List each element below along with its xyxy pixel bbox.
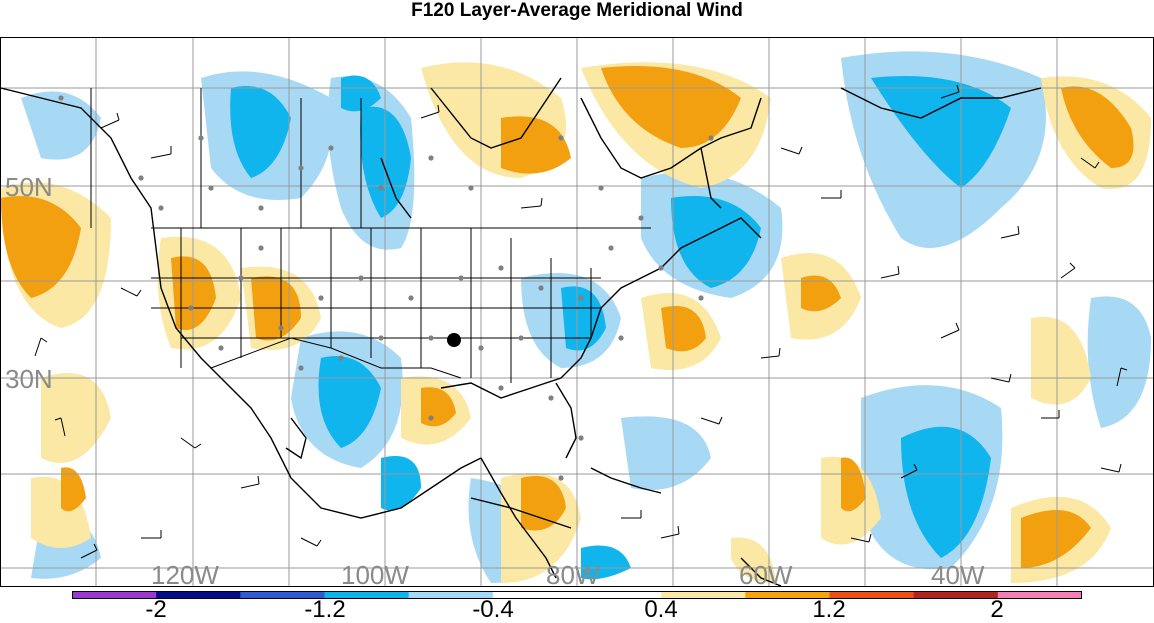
- colorbar-swatch: [997, 591, 1082, 599]
- lon-label-40w: 40W: [931, 560, 985, 586]
- wind-barbs: [34, 84, 1128, 559]
- colorbar-swatch: [324, 591, 410, 599]
- colorbar-label: -1.2: [304, 596, 346, 623]
- lon-label-80w: 80W: [546, 560, 600, 586]
- colorbar-labels: -2 -1.2 -0.4 0.4 1.2 2: [0, 597, 1154, 622]
- colorbar-swatch: [240, 591, 325, 599]
- map-title: F120 Layer-Average Meridional Wind: [411, 0, 743, 21]
- colorbar-label: 2: [990, 596, 1004, 623]
- orange-contours: [1, 66, 1134, 568]
- lon-label-120w: 120W: [151, 560, 219, 586]
- colorbar-swatch: [492, 591, 578, 599]
- meridional-wind-map: 50N 30N 120W 100W 80W 60W 40W: [0, 37, 1154, 587]
- lat-label-30n: 30N: [5, 364, 53, 394]
- lat-lon-grid: [1, 38, 1153, 586]
- colorbar-swatch: [745, 591, 830, 599]
- blue-contours: [230, 75, 1011, 580]
- station-dots: [58, 95, 714, 481]
- colorbar-swatch: [913, 591, 999, 599]
- colorbar-swatch: [156, 591, 241, 599]
- lat-label-50n: 50N: [5, 172, 53, 202]
- colorbar-label: -2: [145, 596, 167, 623]
- colorbar-swatch: [577, 591, 662, 599]
- colorbar-swatch: [661, 591, 746, 599]
- lon-label-60w: 60W: [739, 560, 793, 586]
- colorbar: [72, 591, 1082, 599]
- colorbar-label: 1.2: [812, 596, 846, 623]
- coastlines: [1, 77, 1042, 586]
- lon-label-100w: 100W: [341, 560, 409, 586]
- colorbar-label: -0.4: [472, 596, 514, 623]
- colorbar-swatch: [408, 591, 494, 599]
- colorbar-swatch: [829, 591, 915, 599]
- colorbar-label: 0.4: [644, 596, 678, 623]
- colorbar-swatch: [72, 591, 157, 599]
- point-of-interest-marker: [447, 333, 461, 347]
